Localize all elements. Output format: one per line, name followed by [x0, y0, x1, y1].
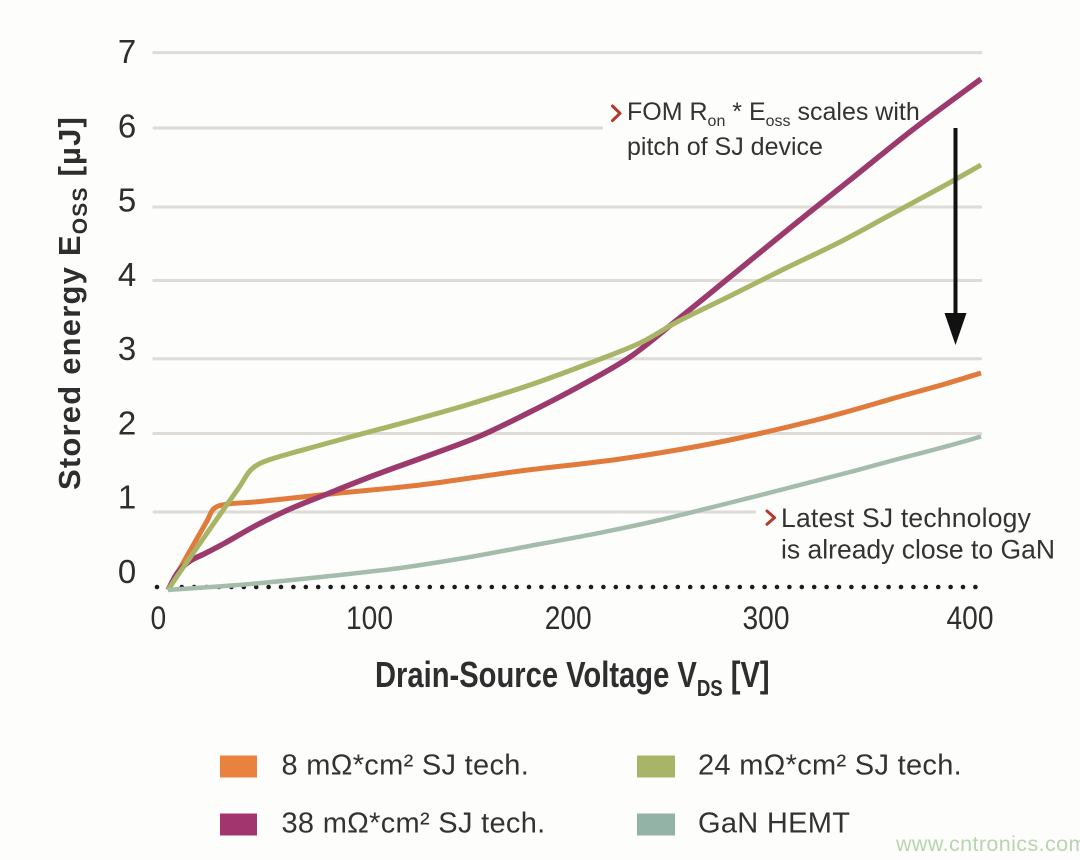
svg-text:4: 4	[118, 256, 136, 293]
svg-text:0: 0	[118, 553, 136, 590]
svg-text:300: 300	[743, 601, 790, 636]
svg-text:200: 200	[545, 601, 592, 636]
svg-text:FOM Ron * Eoss scales with: FOM Ron * Eoss scales with	[627, 98, 920, 130]
svg-text:Stored energy EOSS [µJ]: Stored energy EOSS [µJ]	[52, 116, 92, 490]
svg-text:1: 1	[118, 479, 136, 516]
svg-text:100: 100	[346, 601, 393, 636]
svg-text:7: 7	[118, 33, 136, 70]
svg-text:0: 0	[150, 601, 166, 636]
svg-text:2: 2	[118, 404, 136, 441]
svg-text:pitch of SJ device: pitch of SJ device	[627, 133, 823, 161]
svg-text:is already close to GaN: is already close to GaN	[781, 535, 1055, 565]
svg-text:38 mΩ*cm² SJ tech.: 38 mΩ*cm² SJ tech.	[282, 808, 546, 840]
svg-text:8 mΩ*cm² SJ tech.: 8 mΩ*cm² SJ tech.	[282, 750, 530, 782]
svg-text:Latest SJ technology: Latest SJ technology	[781, 503, 1032, 533]
svg-text:3: 3	[118, 330, 136, 367]
svg-text:6: 6	[118, 107, 136, 144]
svg-text:400: 400	[947, 601, 994, 636]
svg-text:GaN HEMT: GaN HEMT	[698, 808, 850, 840]
svg-text:www.cntronics.com: www.cntronics.com	[895, 832, 1080, 856]
svg-text:24 mΩ*cm² SJ tech.: 24 mΩ*cm² SJ tech.	[698, 750, 962, 782]
svg-text:5: 5	[118, 182, 136, 219]
